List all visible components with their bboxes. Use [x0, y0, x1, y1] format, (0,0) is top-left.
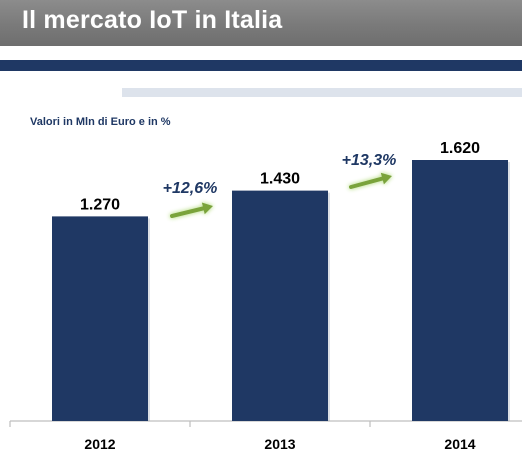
- bar-2014: [412, 160, 508, 421]
- slide-title: Il mercato IoT in Italia: [22, 6, 283, 34]
- header-divider-white: [0, 46, 522, 60]
- value-label-2012: 1.270: [80, 196, 120, 213]
- x-tick-label-2013: 2013: [264, 436, 295, 452]
- chart-subtitle: Valori in Mln di Euro e in %: [30, 116, 171, 128]
- value-label-2014: 1.620: [440, 140, 480, 157]
- bar-2012: [52, 216, 148, 421]
- header-divider-light: [122, 88, 522, 97]
- growth-label-1: +12,6%: [163, 180, 218, 197]
- x-tick-label-2014: 2014: [444, 436, 475, 452]
- growth-label-2: +13,3%: [342, 152, 397, 169]
- header-divider-navy: [0, 60, 522, 71]
- x-tick-label-2012: 2012: [84, 436, 115, 452]
- growth-arrow-icon: [349, 172, 392, 189]
- value-label-2013: 1.430: [260, 171, 300, 188]
- bar-2013: [232, 190, 328, 421]
- growth-arrow-icon: [170, 202, 213, 218]
- title-bar: Il mercato IoT in Italia: [0, 0, 522, 46]
